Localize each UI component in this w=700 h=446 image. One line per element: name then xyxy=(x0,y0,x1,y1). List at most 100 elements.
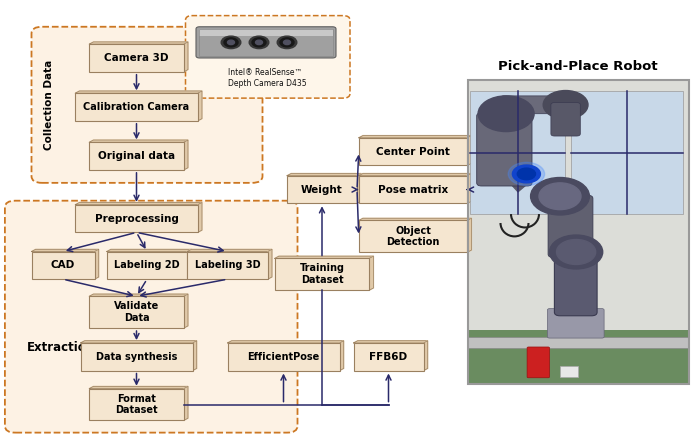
Polygon shape xyxy=(76,202,202,205)
Circle shape xyxy=(556,240,596,264)
Text: Extraction: Extraction xyxy=(27,341,94,355)
Text: Training
Dataset: Training Dataset xyxy=(300,264,344,285)
FancyBboxPatch shape xyxy=(274,258,370,290)
Text: Pick-and-Place Robot: Pick-and-Place Robot xyxy=(498,60,658,74)
Polygon shape xyxy=(193,341,197,371)
FancyBboxPatch shape xyxy=(196,27,336,58)
FancyBboxPatch shape xyxy=(32,27,262,183)
FancyBboxPatch shape xyxy=(90,388,183,421)
Circle shape xyxy=(543,91,588,119)
Text: CAD: CAD xyxy=(51,260,75,270)
Text: Pose matrix: Pose matrix xyxy=(378,185,448,194)
Polygon shape xyxy=(188,249,192,279)
Text: EfficientPose: EfficientPose xyxy=(247,352,320,362)
Polygon shape xyxy=(32,249,99,252)
Text: Preprocessing: Preprocessing xyxy=(94,214,178,223)
Polygon shape xyxy=(354,341,428,343)
Polygon shape xyxy=(424,341,428,371)
FancyBboxPatch shape xyxy=(199,29,332,36)
Text: Camera 3D: Camera 3D xyxy=(104,53,169,63)
Polygon shape xyxy=(267,249,272,279)
Polygon shape xyxy=(370,256,374,290)
FancyBboxPatch shape xyxy=(90,44,183,72)
Polygon shape xyxy=(80,341,197,343)
Text: Intel® RealSense™
Depth Camera D435: Intel® RealSense™ Depth Camera D435 xyxy=(228,68,307,88)
Polygon shape xyxy=(198,91,202,121)
Polygon shape xyxy=(94,249,99,279)
Circle shape xyxy=(280,38,294,47)
FancyBboxPatch shape xyxy=(358,176,468,203)
Text: Weight: Weight xyxy=(301,185,343,194)
FancyBboxPatch shape xyxy=(90,142,183,170)
FancyBboxPatch shape xyxy=(547,309,604,338)
Circle shape xyxy=(249,36,269,49)
Polygon shape xyxy=(183,386,188,421)
FancyBboxPatch shape xyxy=(32,252,94,279)
Polygon shape xyxy=(106,249,192,252)
FancyBboxPatch shape xyxy=(470,91,565,214)
Polygon shape xyxy=(287,173,361,176)
Circle shape xyxy=(221,36,241,49)
FancyBboxPatch shape xyxy=(358,138,468,165)
Polygon shape xyxy=(468,218,472,252)
FancyBboxPatch shape xyxy=(477,113,532,186)
FancyBboxPatch shape xyxy=(90,296,183,328)
FancyBboxPatch shape xyxy=(468,337,689,348)
FancyBboxPatch shape xyxy=(188,252,267,279)
Polygon shape xyxy=(358,136,472,138)
FancyBboxPatch shape xyxy=(358,220,468,252)
FancyBboxPatch shape xyxy=(76,93,198,121)
FancyBboxPatch shape xyxy=(551,103,580,136)
Circle shape xyxy=(277,36,297,49)
Polygon shape xyxy=(357,173,361,203)
FancyBboxPatch shape xyxy=(548,195,593,257)
Text: Labeling 3D: Labeling 3D xyxy=(195,260,260,270)
Polygon shape xyxy=(198,202,202,232)
Circle shape xyxy=(256,40,262,45)
Text: Data synthesis: Data synthesis xyxy=(96,352,177,362)
FancyBboxPatch shape xyxy=(80,343,193,371)
Text: Object
Detection: Object Detection xyxy=(386,226,440,247)
Polygon shape xyxy=(90,42,188,44)
FancyBboxPatch shape xyxy=(554,251,597,316)
FancyBboxPatch shape xyxy=(5,201,297,433)
FancyBboxPatch shape xyxy=(354,343,424,371)
FancyBboxPatch shape xyxy=(76,205,198,232)
Polygon shape xyxy=(90,294,188,296)
Circle shape xyxy=(512,165,540,183)
Polygon shape xyxy=(468,136,472,165)
Circle shape xyxy=(478,96,534,132)
Text: Collection Data: Collection Data xyxy=(44,60,54,150)
FancyBboxPatch shape xyxy=(527,347,550,378)
Polygon shape xyxy=(340,341,344,371)
FancyBboxPatch shape xyxy=(186,16,350,98)
Polygon shape xyxy=(183,140,188,170)
Circle shape xyxy=(531,178,589,215)
FancyBboxPatch shape xyxy=(570,91,682,214)
FancyBboxPatch shape xyxy=(228,343,340,371)
Polygon shape xyxy=(183,294,188,328)
Text: Format
Dataset: Format Dataset xyxy=(116,394,158,415)
Circle shape xyxy=(508,162,545,186)
Circle shape xyxy=(517,168,536,180)
Circle shape xyxy=(224,38,238,47)
Text: Center Point: Center Point xyxy=(376,147,450,157)
FancyBboxPatch shape xyxy=(106,252,188,279)
FancyBboxPatch shape xyxy=(468,80,689,384)
FancyBboxPatch shape xyxy=(500,96,567,114)
Polygon shape xyxy=(274,256,374,258)
Polygon shape xyxy=(183,42,188,72)
Polygon shape xyxy=(90,386,188,388)
FancyBboxPatch shape xyxy=(287,176,357,203)
Text: Original data: Original data xyxy=(98,151,175,161)
Text: Calibration Camera: Calibration Camera xyxy=(83,102,190,112)
Polygon shape xyxy=(358,173,472,176)
Polygon shape xyxy=(188,249,272,252)
Text: Labeling 2D: Labeling 2D xyxy=(114,260,180,270)
FancyBboxPatch shape xyxy=(560,366,577,377)
Polygon shape xyxy=(76,91,202,93)
Circle shape xyxy=(284,40,290,45)
Circle shape xyxy=(550,235,603,269)
Polygon shape xyxy=(468,173,472,203)
Polygon shape xyxy=(228,341,344,343)
